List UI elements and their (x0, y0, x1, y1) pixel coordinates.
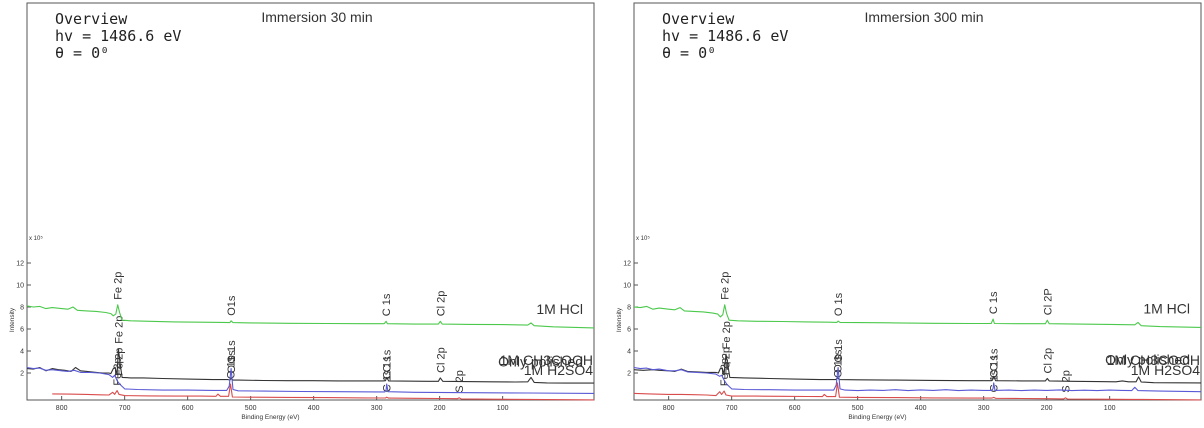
x-tick-label: 300 (978, 405, 990, 412)
peak-label: O 1s (226, 340, 238, 364)
peak-label: Fe 2p (113, 348, 125, 376)
x-tick-label: 200 (1041, 405, 1053, 412)
y-axis-label: Intensity (9, 307, 16, 332)
peak-label: C 1s (382, 369, 394, 392)
series-label: 1M H2SO4 (524, 362, 593, 378)
peak-label: Fe 2p (719, 358, 731, 386)
y-tick-label: 8 (627, 305, 631, 312)
y-tick-label: 4 (20, 349, 24, 356)
x-tick-label: 100 (497, 405, 509, 412)
series-line (633, 304, 1202, 328)
series-label: Only polished (498, 353, 583, 369)
peak-label: Fe 2p (113, 272, 125, 300)
x-tick-label: 800 (56, 405, 68, 412)
peak-label: C 1s (989, 369, 1001, 392)
peak-label: Cl 2p (435, 291, 447, 317)
peak-label: C 1s (382, 349, 394, 372)
peak-label: O1s (226, 295, 238, 316)
y-tick-label: 12 (623, 261, 631, 268)
x-tick-label: 500 (852, 405, 864, 412)
peak-label: O 1s (833, 354, 845, 378)
y-tick-label: 6 (20, 327, 24, 334)
y-tick-label: 6 (627, 327, 631, 334)
plot-frame (26, 2, 595, 401)
chart-title: Immersion 300 min (864, 9, 983, 25)
series-label: Only polished (1105, 352, 1190, 368)
xps-panel-300min: 800 700 600 500 400 300 200 100 2 4 6 8 10 12 Binding … (612, 0, 1202, 423)
xps-chart-30min: 800 700 600 500 400 300 200 100 2 4 6 8 10 12 Binding … (9, 2, 595, 421)
x-tick-label: 600 (789, 405, 801, 412)
series-line (26, 304, 595, 329)
plot-frame (633, 2, 1202, 401)
x-axis-label: Binding Energy (eV) (848, 414, 906, 421)
y-axis-label: Intensity (616, 307, 623, 332)
x-tick-label: 800 (663, 405, 675, 412)
peak-label: O 1s (833, 349, 845, 373)
x-tick-label: 300 (371, 405, 383, 412)
x-tick-label: 700 (726, 405, 738, 412)
series-line (633, 366, 1202, 393)
x-tick-label: 500 (245, 405, 257, 412)
info-line: hv = 1486.6 eV (662, 27, 788, 45)
x-tick-label: 700 (119, 405, 131, 412)
y-multiplier-label: x 10⁵ (636, 235, 650, 242)
y-tick-label: 12 (16, 261, 24, 268)
x-tick-label: 400 (308, 405, 320, 412)
series-line (26, 366, 595, 394)
peak-label: O 1s (833, 292, 845, 316)
xps-chart-300min: 800 700 600 500 400 300 200 100 2 4 6 8 10 12 Binding … (616, 2, 1202, 421)
peak-label: S 2p (1061, 370, 1073, 393)
peak-label: C 1s (381, 293, 393, 316)
series-label: 1M CH3COOH (1107, 352, 1200, 368)
y-multiplier-label: x 10⁵ (29, 235, 43, 242)
y-tick-label: 10 (16, 283, 24, 290)
info-line: θ = 0⁰ (55, 44, 109, 62)
series-line (52, 383, 595, 401)
x-tick-label: 600 (182, 405, 194, 412)
series-label: 1M HCl (1143, 300, 1190, 316)
peak-label: Fe 2p (720, 347, 732, 375)
y-tick-label: 10 (623, 283, 631, 290)
info-line: Overview (662, 10, 735, 28)
x-tick-label: 100 (1104, 405, 1116, 412)
series-label: 1M HCl (536, 301, 583, 317)
chart-title: Immersion 30 min (261, 9, 372, 25)
peak-label: C 1s (989, 348, 1001, 371)
peak-label: Fe 2p (112, 357, 124, 385)
peak-label: Fe 2p (720, 272, 732, 300)
info-line: θ = 0⁰ (662, 44, 716, 62)
x-tick-label: 400 (915, 405, 927, 412)
peak-label: O 1s (226, 355, 238, 379)
x-tick-label: 200 (434, 405, 446, 412)
peak-label: O 1s (833, 339, 845, 363)
peak-label: C 1s (382, 356, 394, 379)
peak-label: O 1s (226, 350, 238, 374)
peak-label: C 1s (988, 291, 1000, 314)
peak-label: Cl 2p (435, 347, 447, 373)
info-line: hv = 1486.6 eV (55, 27, 181, 45)
y-tick-label: 4 (627, 349, 631, 356)
series-label: 1M H2SO4 (1131, 362, 1200, 378)
x-axis-label: Binding Energy (eV) (241, 414, 299, 421)
peak-label: Fe 2p (113, 316, 125, 344)
xps-panel-30min: 800 700 600 500 400 300 200 100 2 4 6 8 10 12 Binding … (5, 0, 595, 423)
info-line: Overview (55, 10, 128, 28)
y-tick-label: 2 (627, 371, 631, 378)
series-line (633, 382, 1202, 401)
peak-label: Fe 2p (721, 321, 733, 349)
peak-label: Cl 2p (1042, 348, 1054, 374)
peak-label: S 2p (454, 370, 466, 393)
y-tick-label: 2 (20, 371, 24, 378)
series-line (26, 348, 594, 384)
peak-label: C 1s (989, 355, 1001, 378)
series-label: 1M CH3COOH (500, 352, 593, 368)
y-tick-label: 8 (20, 305, 24, 312)
peak-label: Cl 2P (1042, 288, 1054, 315)
